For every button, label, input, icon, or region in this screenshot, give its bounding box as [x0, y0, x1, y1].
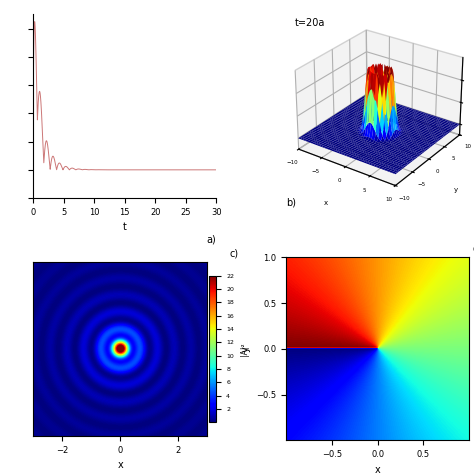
X-axis label: t: t: [123, 222, 127, 232]
Y-axis label: y: y: [241, 346, 251, 352]
X-axis label: x: x: [118, 460, 123, 470]
Y-axis label: |A|²: |A|²: [240, 342, 249, 356]
Text: d): d): [473, 244, 474, 254]
X-axis label: x: x: [324, 200, 328, 206]
Text: t=20a: t=20a: [295, 18, 326, 28]
X-axis label: x: x: [375, 465, 381, 474]
Text: c): c): [229, 248, 238, 258]
Y-axis label: y: y: [454, 187, 458, 193]
Text: b): b): [286, 198, 296, 208]
Text: a): a): [207, 235, 217, 245]
